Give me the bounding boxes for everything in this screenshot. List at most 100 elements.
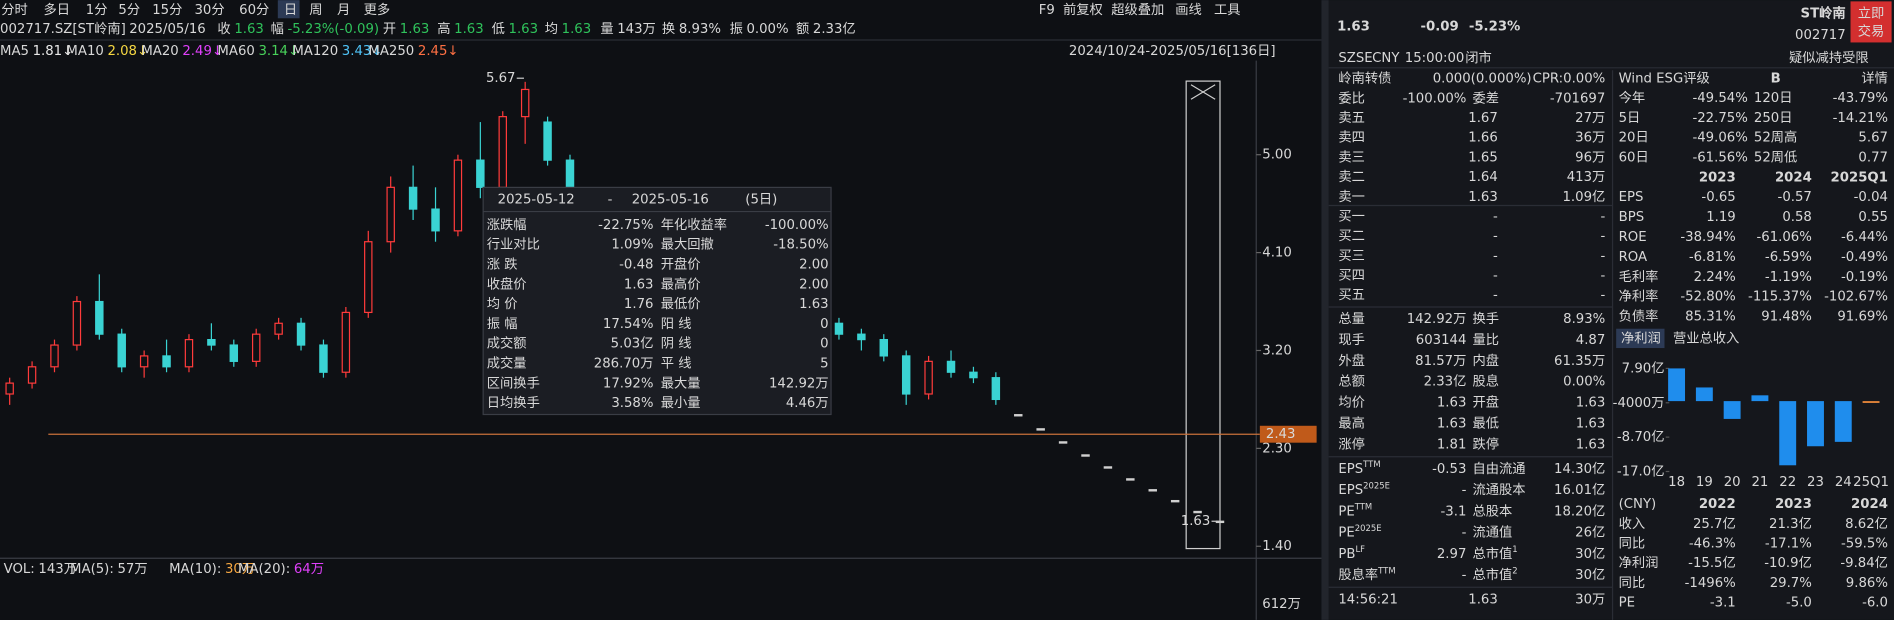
price-tick-label: 5.00 (1262, 148, 1292, 163)
candle-body (50, 344, 59, 368)
quote-stat-value: 1.63 (1437, 417, 1467, 432)
trade-price: 1.63 (1468, 592, 1498, 607)
ma-legend-label: MA5 (0, 44, 29, 59)
volume-field: MA(10): 30万 (169, 562, 255, 577)
candle-body (431, 208, 440, 232)
trade-button-label[interactable]: 交易 (1858, 23, 1885, 40)
end-date[interactable]: 2025-05-16 (632, 192, 709, 207)
close-icon[interactable] (1190, 84, 1216, 100)
period-tab[interactable]: 月 (337, 3, 350, 18)
finance-label: BPS (1619, 210, 1645, 225)
period-tab[interactable]: 多日 (43, 1, 70, 18)
ma-legend: MA5 1.81↓ (0, 44, 73, 59)
period-tab[interactable]: 分时 (1, 2, 28, 18)
period-tab[interactable]: 1分 (86, 2, 108, 18)
info-field-label: 收 (217, 21, 230, 37)
period-tab[interactable]: 60分 (239, 2, 269, 18)
period-tab[interactable]: 15分 (152, 2, 182, 18)
annual-value: -59.5% (1841, 536, 1888, 551)
info-field-label: 换 (662, 21, 675, 37)
bar (1862, 401, 1880, 403)
info-field-value: 1.63 (509, 22, 539, 37)
order-volume: 1.09亿 (1562, 189, 1605, 205)
valuation-label: 总股本 (1472, 503, 1512, 519)
start-date[interactable]: 2025-05-12 (498, 192, 575, 207)
order-price: - (1493, 249, 1498, 264)
ma-legend-value: 2.45↓ (418, 44, 459, 59)
tool-button[interactable]: F9 (1039, 3, 1055, 18)
active-tab[interactable] (1616, 328, 1665, 349)
candle-body (969, 371, 978, 379)
finance-year: 2025Q1 (1831, 171, 1888, 186)
stat-label: 成交量 (487, 355, 527, 372)
tool-button[interactable]: 超级叠加 (1111, 2, 1164, 18)
price-tag-box (1259, 425, 1317, 443)
valuation-label: EPS2025E (1338, 480, 1390, 498)
date-range[interactable]: 2024/10/24-2025/05/16[136日] (1069, 44, 1276, 59)
volume-field-value: 143万 (38, 562, 77, 577)
trade-button-label[interactable]: 立即 (1858, 5, 1885, 21)
tool-button[interactable]: 前复权 (1063, 1, 1103, 18)
tool-button[interactable]: 画线 (1175, 2, 1202, 18)
finance-label: 负债率 (1619, 308, 1659, 325)
period-tab[interactable]: 30分 (194, 2, 224, 18)
order-price: - (1493, 288, 1498, 303)
chart-tab[interactable]: 净利润 (1621, 330, 1661, 346)
candle-body (364, 241, 373, 314)
annual-value: -17.1% (1765, 536, 1812, 551)
return-value: -14.21% (1833, 111, 1888, 126)
candle-body (879, 339, 889, 357)
period-tab[interactable]: 日 (284, 3, 297, 18)
valuation-label: 股息率TTM (1338, 565, 1395, 583)
ma-legend: MA10 2.08↓ (66, 44, 148, 59)
valuation-value: 26亿 (1575, 525, 1605, 541)
stat-value: 142.92万 (769, 376, 829, 391)
esg-link[interactable]: 详情 (1861, 71, 1888, 87)
x-tick-label: 21 (1751, 475, 1768, 490)
stat-label: 收盘价 (487, 275, 527, 292)
label-main: 股息率 (1338, 566, 1378, 583)
quote-stat-label: 开盘 (1472, 394, 1499, 411)
period-tab[interactable]: 5分 (118, 2, 140, 18)
trade-button[interactable] (1850, 1, 1892, 43)
return-value: 5.67 (1858, 131, 1888, 146)
period-tab[interactable]: 周 (309, 3, 322, 18)
candle-body (1103, 466, 1113, 469)
candle-body (1081, 454, 1090, 457)
annual-value: -1496% (1685, 576, 1736, 591)
order-level: 买二 (1338, 228, 1365, 244)
chart-tab[interactable]: 营业总收入 (1673, 330, 1739, 346)
order-level: 卖一 (1338, 189, 1365, 205)
trade-volume: 30万 (1575, 592, 1605, 607)
candle-body (117, 333, 126, 368)
order-price: 1.67 (1468, 111, 1498, 126)
date-separator: - (608, 192, 613, 207)
bond-cpr: CPR:0.00% (1533, 72, 1606, 87)
return-label: 60日 (1619, 150, 1649, 165)
label-sup: 2 (1512, 565, 1517, 575)
quote-stat-value: 2.33亿 (1424, 374, 1467, 390)
label-main: EPS (1338, 462, 1363, 477)
info-field: 开 1.63 (383, 22, 429, 37)
period-tab[interactable]: 更多 (364, 1, 391, 18)
order-price: 1.65 (1468, 150, 1498, 165)
bar (1779, 401, 1797, 466)
label-main: 总市值 (1472, 545, 1512, 562)
quote-stat-value: 1.63 (1576, 417, 1606, 432)
market-currency: CNY (1372, 51, 1400, 66)
tool-button[interactable]: 工具 (1214, 3, 1241, 18)
quote-stat-label: 换手 (1472, 311, 1499, 327)
annual-value: 9.86% (1846, 576, 1888, 591)
annual-label: PE (1619, 596, 1635, 611)
quote-stat-value: 8.93% (1563, 312, 1605, 327)
ma-legend: MA60 3.14↓ (217, 44, 299, 59)
ma-legend: MA250 2.45↓ (368, 44, 458, 59)
volume-field-value: 64万 (294, 562, 324, 577)
stat-value: 2.00 (799, 277, 829, 292)
candle-body (319, 344, 328, 373)
quote-stat-label: 涨停 (1338, 435, 1365, 452)
quote-stat-label: 现手 (1338, 332, 1365, 348)
valuation-label: 总市值1 (1472, 544, 1517, 562)
stat-label: 年化收益率 (661, 216, 727, 233)
label-sup: TTM (1377, 565, 1395, 575)
